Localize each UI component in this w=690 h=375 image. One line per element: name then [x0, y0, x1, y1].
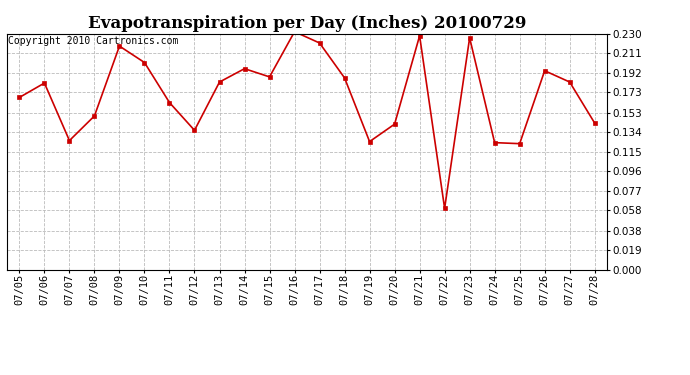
Text: Copyright 2010 Cartronics.com: Copyright 2010 Cartronics.com: [8, 36, 179, 46]
Title: Evapotranspiration per Day (Inches) 20100729: Evapotranspiration per Day (Inches) 2010…: [88, 15, 526, 32]
